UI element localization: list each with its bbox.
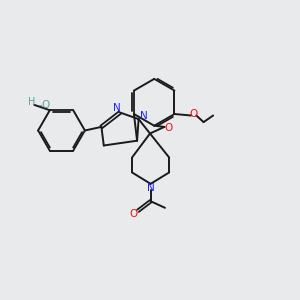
Text: O: O [130,209,138,219]
Text: -O: -O [38,100,51,110]
Text: H: H [28,98,35,107]
Text: N: N [147,183,154,193]
Text: O: O [190,109,198,119]
Text: O: O [164,123,173,133]
Text: N: N [140,111,148,121]
Text: N: N [112,103,120,113]
